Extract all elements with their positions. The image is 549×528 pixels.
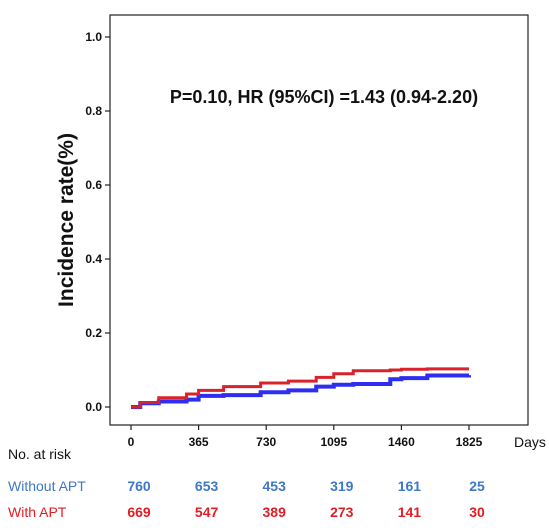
risk-cell: 760 bbox=[127, 478, 151, 494]
x-tick-label: 1095 bbox=[320, 435, 347, 449]
risk-cell: 161 bbox=[398, 478, 422, 494]
x-tick-label: 0 bbox=[128, 435, 135, 449]
risk-cell: 453 bbox=[263, 478, 287, 494]
risk-table-header: No. at risk bbox=[8, 446, 72, 462]
x-tick-label: 730 bbox=[256, 435, 276, 449]
risk-cell: 141 bbox=[398, 504, 422, 520]
plot-frame bbox=[109, 14, 529, 426]
y-tick-label: 0.6 bbox=[85, 178, 102, 192]
y-tick-label: 1.0 bbox=[85, 30, 102, 44]
x-axis-label: Days bbox=[514, 434, 546, 450]
x-tick-label: 1825 bbox=[456, 435, 483, 449]
y-tick-label: 0.2 bbox=[85, 326, 102, 340]
risk-cell: 669 bbox=[127, 504, 151, 520]
x-tick-label: 1460 bbox=[388, 435, 415, 449]
y-tick-label: 0.0 bbox=[85, 400, 102, 414]
risk-cell: 319 bbox=[330, 478, 354, 494]
series-line-with-apt bbox=[131, 367, 469, 409]
y-axis-label: Incidence rate(%) bbox=[55, 133, 78, 307]
hazard-ratio-annotation: P=0.10, HR (95%CI) =1.43 (0.94-2.20) bbox=[170, 87, 478, 107]
y-tick-label: 0.4 bbox=[85, 252, 102, 266]
risk-cell: 30 bbox=[469, 504, 485, 520]
risk-cell: 653 bbox=[195, 478, 219, 494]
risk-cell: 273 bbox=[330, 504, 354, 520]
risk-cell: 389 bbox=[263, 504, 287, 520]
risk-row-label-without-apt: Without APT bbox=[8, 478, 86, 494]
risk-row-label-with-apt: With APT bbox=[8, 504, 67, 520]
x-tick-label: 365 bbox=[189, 435, 209, 449]
y-tick-label: 0.8 bbox=[85, 104, 102, 118]
series-line-without-apt bbox=[131, 373, 471, 409]
risk-cell: 547 bbox=[195, 504, 219, 520]
risk-cell: 25 bbox=[469, 478, 485, 494]
